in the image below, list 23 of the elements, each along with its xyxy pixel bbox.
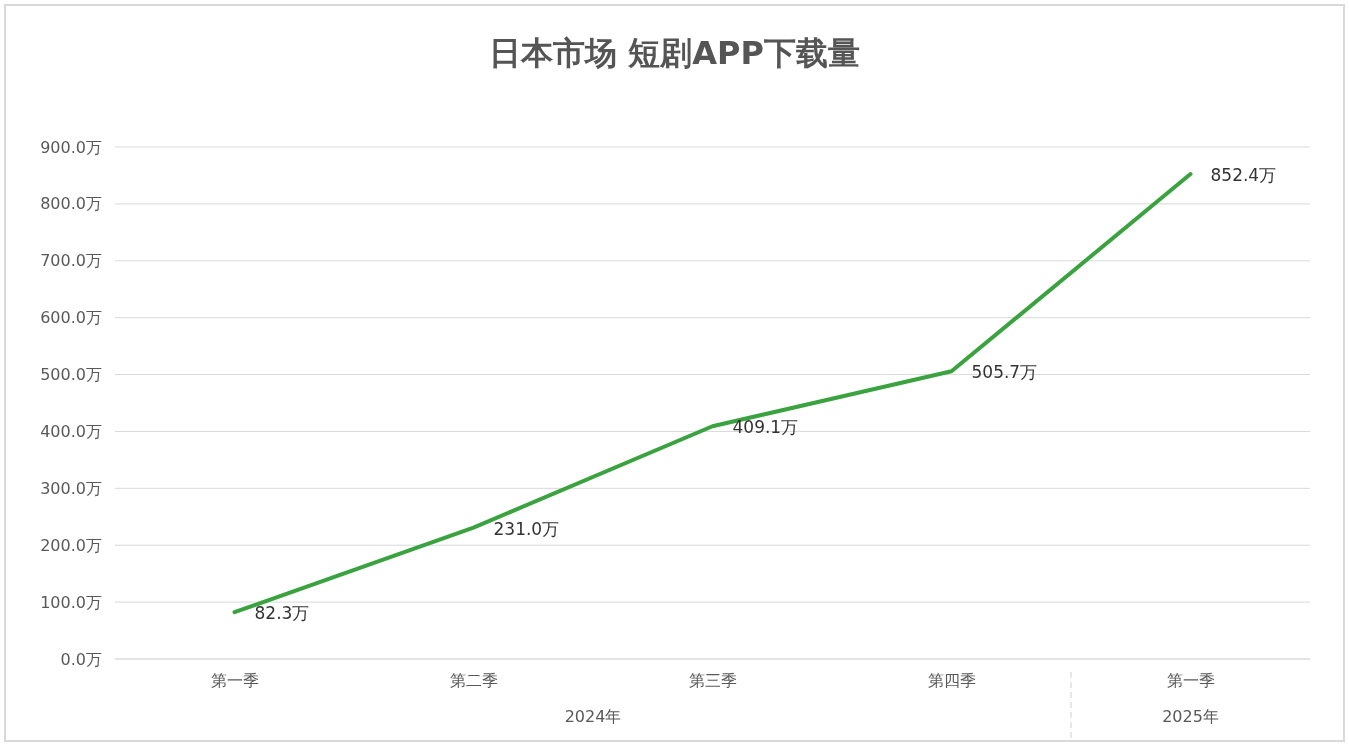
- x-tick-label: 第二季: [449, 671, 498, 690]
- data-label: 82.3万: [254, 603, 310, 624]
- x-tick-label: 第一季: [210, 671, 259, 690]
- x-tick-label: 第三季: [688, 671, 737, 690]
- y-tick-label: 0.0万: [60, 649, 102, 669]
- chart-title: 日本市场 短剧APP下载量: [489, 34, 860, 72]
- y-tick-label: 200.0万: [40, 535, 102, 555]
- text: 2024年: [564, 707, 622, 726]
- text: 2025年: [1162, 707, 1219, 726]
- x-tick-label: 第一季: [1166, 671, 1215, 690]
- y-tick-label: 400.0万: [40, 422, 102, 442]
- y-tick-label: 800.0万: [40, 194, 102, 214]
- y-tick-label: 100.0万: [40, 592, 102, 612]
- y-tick-label: 300.0万: [40, 478, 102, 498]
- y-tick-label: 900.0万: [40, 137, 102, 157]
- data-label: 852.4万: [1210, 165, 1277, 186]
- y-tick-label: 600.0万: [40, 308, 102, 328]
- data-label: 231.0万: [493, 518, 560, 539]
- y-tick-label: 500.0万: [40, 365, 102, 385]
- data-label: 409.1万: [732, 417, 799, 438]
- y-tick-label: 700.0万: [40, 251, 102, 271]
- data-label: 505.7万: [971, 362, 1038, 383]
- x-tick-label: 第四季: [927, 671, 976, 690]
